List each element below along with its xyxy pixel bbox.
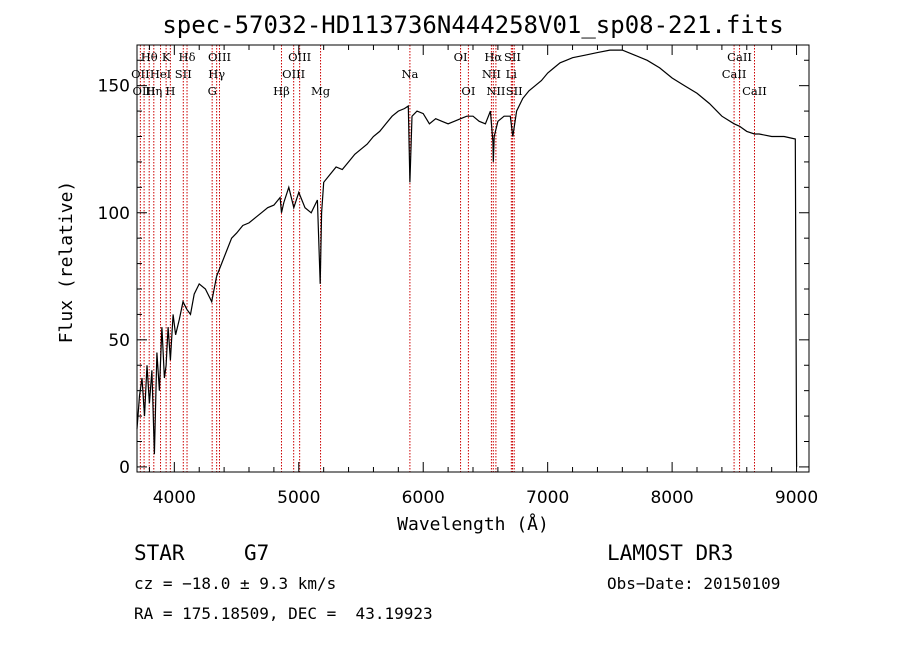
line-label: Hδ <box>179 50 196 64</box>
redshift-velocity: cz = −18.0 ± 9.3 km/s <box>134 574 337 593</box>
line-label: CaII <box>722 67 747 81</box>
line-label: OIII <box>288 50 311 64</box>
line-label: Hβ <box>273 84 290 98</box>
line-label: HeI <box>150 67 171 81</box>
survey-name: LAMOST DR3 <box>607 541 734 565</box>
y-tick-label: 50 <box>108 331 130 351</box>
axis-tick-labels: 4000 5000 6000 7000 8000 9000 0 50 100 150 <box>98 77 819 508</box>
line-label: OII <box>131 67 150 81</box>
line-label: Hα <box>484 50 502 64</box>
spectral-line-markers <box>139 45 755 472</box>
line-label: Na <box>401 67 418 81</box>
line-label: OI <box>461 84 475 98</box>
observation-date: Obs−Date: 20150109 <box>607 574 781 593</box>
line-label: CaII <box>727 50 752 64</box>
x-axis-label: Wavelength (Å) <box>397 513 549 535</box>
line-label: Hη <box>145 84 162 98</box>
line-label: OI <box>454 50 468 64</box>
x-tick-label: 6000 <box>402 488 445 508</box>
line-label: Hθ <box>141 50 158 64</box>
line-label: SII <box>506 84 523 98</box>
y-tick-label: 150 <box>98 77 130 97</box>
line-label: G <box>208 84 217 98</box>
line-label: Mg <box>311 84 331 98</box>
x-tick-label: 7000 <box>526 488 569 508</box>
x-tick-label: 9000 <box>775 488 818 508</box>
plot-frame <box>136 44 810 473</box>
y-axis-label: Flux (relative) <box>56 181 77 344</box>
line-label: OIII <box>208 50 231 64</box>
line-label: H <box>165 84 175 98</box>
line-label: Hγ <box>208 67 225 81</box>
x-tick-label: 8000 <box>650 488 693 508</box>
line-label: Li <box>506 67 518 81</box>
y-tick-label: 0 <box>119 458 130 478</box>
x-tick-label: 5000 <box>277 488 320 508</box>
line-label: CaII <box>742 84 767 98</box>
x-tick-label: 4000 <box>153 488 196 508</box>
object-class: STAR <box>134 541 185 565</box>
line-label: NII <box>482 67 501 81</box>
spectrum-line <box>136 49 798 467</box>
line-label: SII <box>175 67 192 81</box>
coordinates: RA = 175.18509, DEC = 43.19923 <box>134 604 433 623</box>
y-tick-label: 100 <box>98 204 130 224</box>
line-label: OIII <box>282 67 305 81</box>
line-label: SII <box>504 50 521 64</box>
line-label: NII <box>486 84 505 98</box>
line-label: K <box>162 50 171 64</box>
object-subclass: G7 <box>244 541 270 565</box>
chart-title: spec-57032-HD113736N444258V01_sp08-221.f… <box>162 11 783 39</box>
axis-ticks <box>137 45 809 472</box>
line-label: OIII <box>133 84 156 98</box>
